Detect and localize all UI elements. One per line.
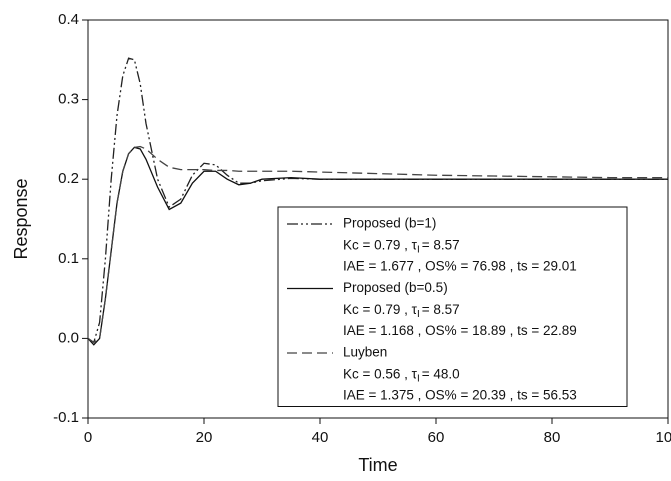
series-line bbox=[87, 145, 668, 344]
legend-params-rest: = 8.57 bbox=[422, 237, 460, 252]
legend-params-main: Kc = 0.79 , τ bbox=[343, 302, 418, 317]
legend-label: Proposed (b=0.5) bbox=[343, 280, 448, 295]
legend-params: Kc = 0.79 , τI = 8.57 bbox=[343, 237, 460, 255]
y-axis-title: Response bbox=[11, 178, 31, 259]
legend-params-sub: I bbox=[417, 309, 420, 320]
legend-stats: IAE = 1.168 , OS% = 18.89 , ts = 22.89 bbox=[343, 323, 577, 338]
y-tick-label: 0.0 bbox=[58, 329, 79, 346]
x-tick-label: 40 bbox=[312, 429, 329, 446]
legend-label: Proposed (b=1) bbox=[343, 216, 436, 231]
x-tick-label: 0 bbox=[84, 429, 92, 446]
x-tick-label: 100 bbox=[655, 429, 671, 446]
legend-box bbox=[277, 206, 628, 407]
legend-stats: IAE = 1.375 , OS% = 20.39 , ts = 56.53 bbox=[343, 388, 577, 403]
legend-params-sub: I bbox=[417, 244, 420, 255]
plot-frame bbox=[87, 19, 669, 419]
legend-params: Kc = 0.79 , τI = 8.57 bbox=[343, 302, 460, 320]
legend-params-rest: = 8.57 bbox=[422, 302, 460, 317]
y-tick-label: 0.3 bbox=[58, 91, 79, 108]
x-tick-label: 80 bbox=[544, 429, 561, 446]
legend-params-main: Kc = 0.79 , τ bbox=[343, 237, 418, 252]
y-tick-label: 0.1 bbox=[58, 250, 79, 267]
legend-params-rest: = 48.0 bbox=[422, 366, 460, 381]
legend-params-main: Kc = 0.56 , τ bbox=[343, 366, 418, 381]
legend-stats: IAE = 1.677 , OS% = 76.98 , ts = 29.01 bbox=[343, 259, 577, 274]
x-tick-label: 20 bbox=[196, 429, 213, 446]
x-axis-title: Time bbox=[358, 455, 397, 475]
y-tick-label: 0.2 bbox=[58, 170, 79, 187]
legend-params: Kc = 0.56 , τI = 48.0 bbox=[343, 366, 460, 384]
y-tick-label: 0.4 bbox=[58, 11, 79, 28]
legend-label: Luyben bbox=[343, 345, 387, 360]
x-tick-label: 60 bbox=[428, 429, 445, 446]
y-tick-label: -0.1 bbox=[53, 409, 79, 426]
legend-params-sub: I bbox=[417, 373, 420, 384]
